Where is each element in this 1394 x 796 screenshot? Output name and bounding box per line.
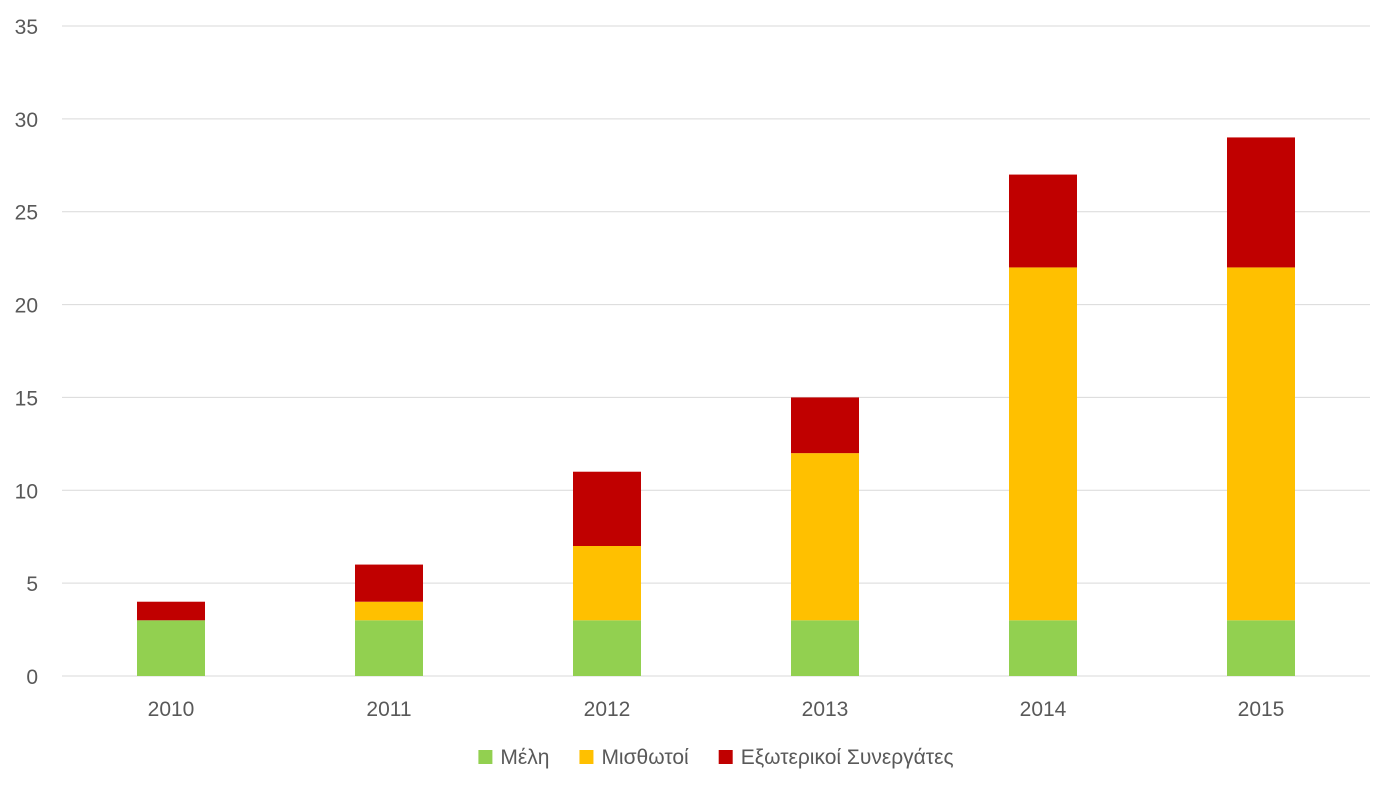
x-tick-label: 2011 xyxy=(366,698,411,721)
x-tick-label: 2014 xyxy=(1020,698,1067,721)
bar-segment xyxy=(1009,174,1077,268)
y-tick-label: 15 xyxy=(15,387,38,410)
y-tick-label: 0 xyxy=(26,666,38,689)
y-tick-label: 30 xyxy=(15,109,38,132)
y-tick-label: 35 xyxy=(15,16,38,39)
bar-segment xyxy=(137,620,205,676)
bar-segment xyxy=(355,601,423,621)
bar-segment xyxy=(1227,267,1295,621)
bars xyxy=(137,137,1295,676)
bar-segment xyxy=(573,471,641,546)
x-axis-tick-labels: 2010 2011 2012 2013 2014 2015 xyxy=(148,698,1285,721)
legend-label: Εξωτερικοί Συνεργάτες xyxy=(741,746,954,769)
gridlines xyxy=(62,25,1370,677)
x-tick-label: 2010 xyxy=(148,698,195,721)
x-tick-label: 2013 xyxy=(802,698,849,721)
bar-segment xyxy=(791,620,859,676)
y-axis-tick-labels: 0 5 10 15 20 25 30 35 xyxy=(15,16,38,689)
y-tick-label: 10 xyxy=(15,480,38,503)
legend-swatch xyxy=(579,750,594,764)
bar-segment xyxy=(355,620,423,676)
bar-segment xyxy=(1227,137,1295,268)
legend: Μέλη Μισθωτοί Εξωτερικοί Συνεργάτες xyxy=(478,746,954,769)
legend-swatch xyxy=(478,750,493,764)
legend-label: Μέλη xyxy=(500,746,549,769)
legend-item: Μέλη xyxy=(478,746,549,769)
bar-segment xyxy=(573,620,641,676)
y-tick-label: 5 xyxy=(26,573,38,596)
legend-swatch xyxy=(718,750,733,764)
bar-segment xyxy=(1227,620,1295,676)
legend-item: Μισθωτοί xyxy=(579,746,689,769)
bar-segment xyxy=(1009,267,1077,621)
y-tick-label: 20 xyxy=(15,295,38,318)
legend-label: Μισθωτοί xyxy=(601,746,689,769)
bar-segment xyxy=(791,397,859,454)
x-tick-label: 2015 xyxy=(1238,698,1285,721)
y-tick-label: 25 xyxy=(15,202,38,225)
legend-item: Εξωτερικοί Συνεργάτες xyxy=(718,746,954,769)
bar-segment xyxy=(791,453,859,621)
bar-segment xyxy=(1009,620,1077,676)
bar-segment xyxy=(573,546,641,621)
bar-segment xyxy=(355,564,423,602)
bar-segment xyxy=(137,601,205,621)
x-tick-label: 2012 xyxy=(584,698,631,721)
